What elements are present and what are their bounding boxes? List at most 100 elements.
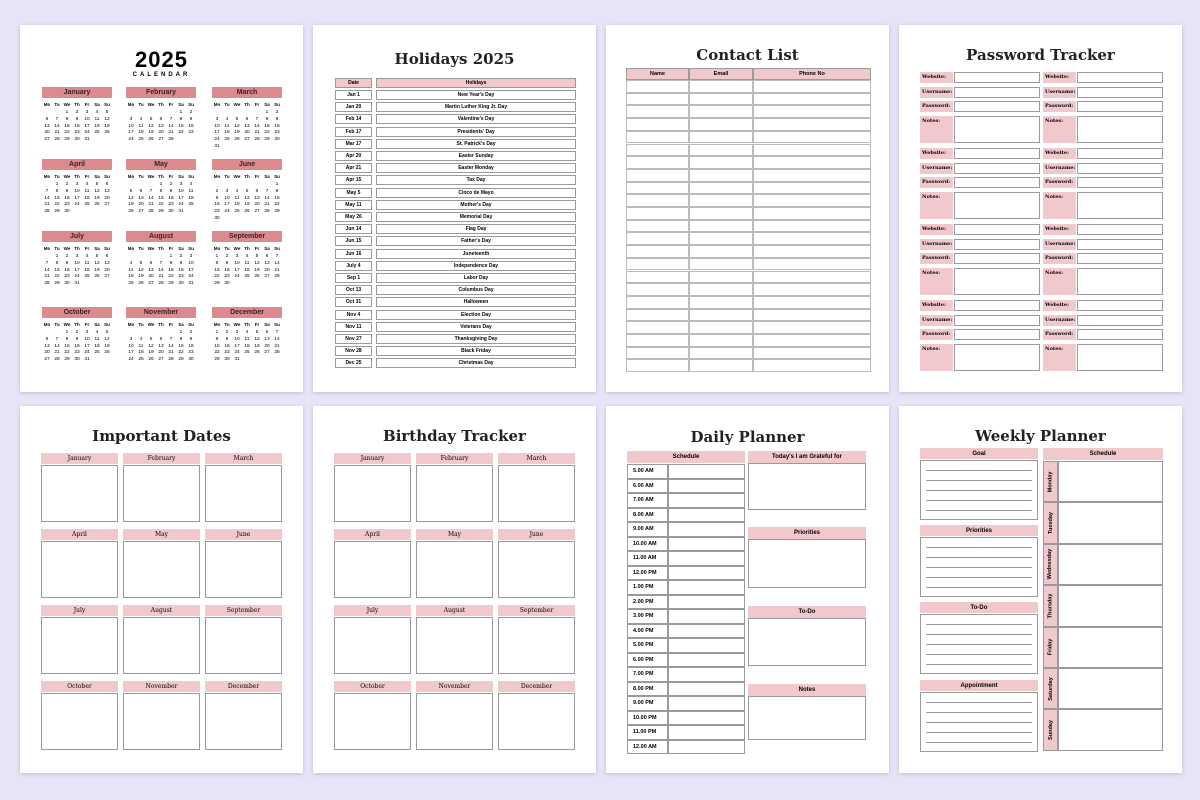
day-number: 9: [275, 116, 279, 122]
day-number: 14: [274, 260, 280, 266]
table-cell: [753, 181, 871, 195]
holiday-name: Mother's Day: [376, 199, 576, 210]
day-number: 25: [244, 350, 250, 356]
month-header: February: [416, 453, 493, 464]
day-number: 1: [215, 330, 219, 335]
month-header: December: [212, 307, 282, 318]
weekday: Tu: [54, 174, 60, 179]
field-input: [1077, 329, 1163, 340]
day-number: 2: [189, 110, 193, 115]
day-number: 5: [129, 188, 133, 194]
day-number: 14: [44, 195, 50, 201]
day-number: 5: [149, 336, 153, 342]
table-cell: [753, 207, 871, 220]
page-title: Birthday Tracker: [383, 427, 526, 445]
time-entry: [668, 551, 745, 566]
day-number: 18: [188, 195, 194, 201]
day-number: 9: [179, 260, 183, 266]
month-box: [41, 693, 118, 750]
writing-line: [926, 644, 1032, 645]
day-number: 24: [234, 274, 240, 280]
field-input: [1077, 86, 1163, 98]
table-cell: [753, 232, 871, 246]
day-number: 10: [188, 260, 194, 266]
month-box: [498, 465, 575, 522]
day-number: 27: [138, 209, 144, 215]
day-number: 16: [224, 343, 230, 349]
day-number: 18: [138, 130, 144, 136]
section-header: Notes: [748, 684, 866, 696]
month-header: November: [123, 681, 200, 692]
weekday: Tu: [224, 102, 230, 107]
day-number: 17: [224, 202, 230, 208]
weekday: Th: [244, 246, 250, 251]
holiday-name: New Year's Day: [376, 90, 576, 100]
day-number: 9: [225, 336, 229, 342]
holiday-name: Martin Luther King Jr. Day: [376, 102, 576, 113]
writing-line: [926, 587, 1032, 588]
day-number: 18: [94, 123, 100, 129]
month-header: January: [41, 453, 118, 464]
month-box: [205, 693, 282, 750]
day-number: 18: [94, 343, 100, 349]
section-box: [920, 614, 1038, 674]
day-number: 28: [254, 137, 260, 143]
field-label: Username:: [920, 238, 953, 250]
day-number: 27: [264, 350, 270, 356]
time-entry: [668, 565, 745, 580]
holiday-date: Dec 25: [335, 358, 372, 369]
weekday: We: [233, 174, 241, 179]
day-number: 13: [44, 343, 50, 349]
day-number: 31: [178, 209, 184, 215]
day-name: Sunday: [1047, 720, 1054, 741]
day-number: 28: [168, 357, 174, 363]
day-number: 13: [44, 123, 50, 129]
holiday-date: Nov 11: [335, 321, 372, 332]
day-number: 23: [188, 350, 194, 356]
day-number: 18: [244, 267, 250, 273]
month-header: August: [123, 605, 200, 616]
table-cell: [626, 270, 689, 284]
day-number: 14: [148, 195, 154, 201]
day-number: 25: [244, 274, 250, 280]
day-number: 30: [224, 357, 230, 363]
page-title: Holidays 2025: [394, 50, 515, 68]
day-number: 23: [74, 130, 80, 136]
time-slot: 6.00 AM: [627, 478, 668, 493]
day-name: Tuesday: [1047, 512, 1054, 535]
holiday-date: Apr 20: [335, 151, 372, 161]
day-number: 15: [54, 195, 60, 201]
month-box: [41, 541, 118, 598]
field-label: Website:: [1043, 148, 1076, 159]
day-number: 24: [74, 202, 80, 208]
day-number: 19: [128, 202, 134, 208]
day-number: 5: [255, 330, 259, 335]
day-number: 22: [214, 350, 220, 356]
month-header: April: [334, 529, 411, 540]
field-label: Website:: [920, 300, 953, 311]
table-cell: [753, 92, 871, 106]
day-number: 3: [189, 254, 193, 259]
table-cell: [626, 181, 689, 195]
day-number: 11: [234, 195, 240, 201]
day-number: 17: [74, 267, 80, 273]
day-number: 14: [274, 336, 280, 342]
day-number: 7: [55, 336, 59, 342]
holiday-name: Independence Day: [376, 260, 576, 271]
time-slot: 8.00 AM: [627, 507, 668, 522]
time-slot: 12.00 PM: [627, 565, 668, 580]
day-number: 19: [94, 267, 100, 273]
month-header: January: [42, 87, 112, 98]
weekday: Mo: [213, 174, 221, 179]
time-slot: 7.00 AM: [627, 493, 668, 508]
time-entry: [668, 739, 745, 754]
field-input: [954, 343, 1040, 371]
day-label: Sunday: [1043, 709, 1058, 751]
day-number: 31: [188, 281, 194, 287]
weekday: Fr: [168, 246, 174, 251]
day-number: 15: [158, 195, 164, 201]
day-number: 5: [235, 116, 239, 122]
table-cell: [689, 181, 753, 195]
day-number: 12: [244, 195, 250, 201]
holiday-name: Columbus Day: [376, 285, 576, 296]
